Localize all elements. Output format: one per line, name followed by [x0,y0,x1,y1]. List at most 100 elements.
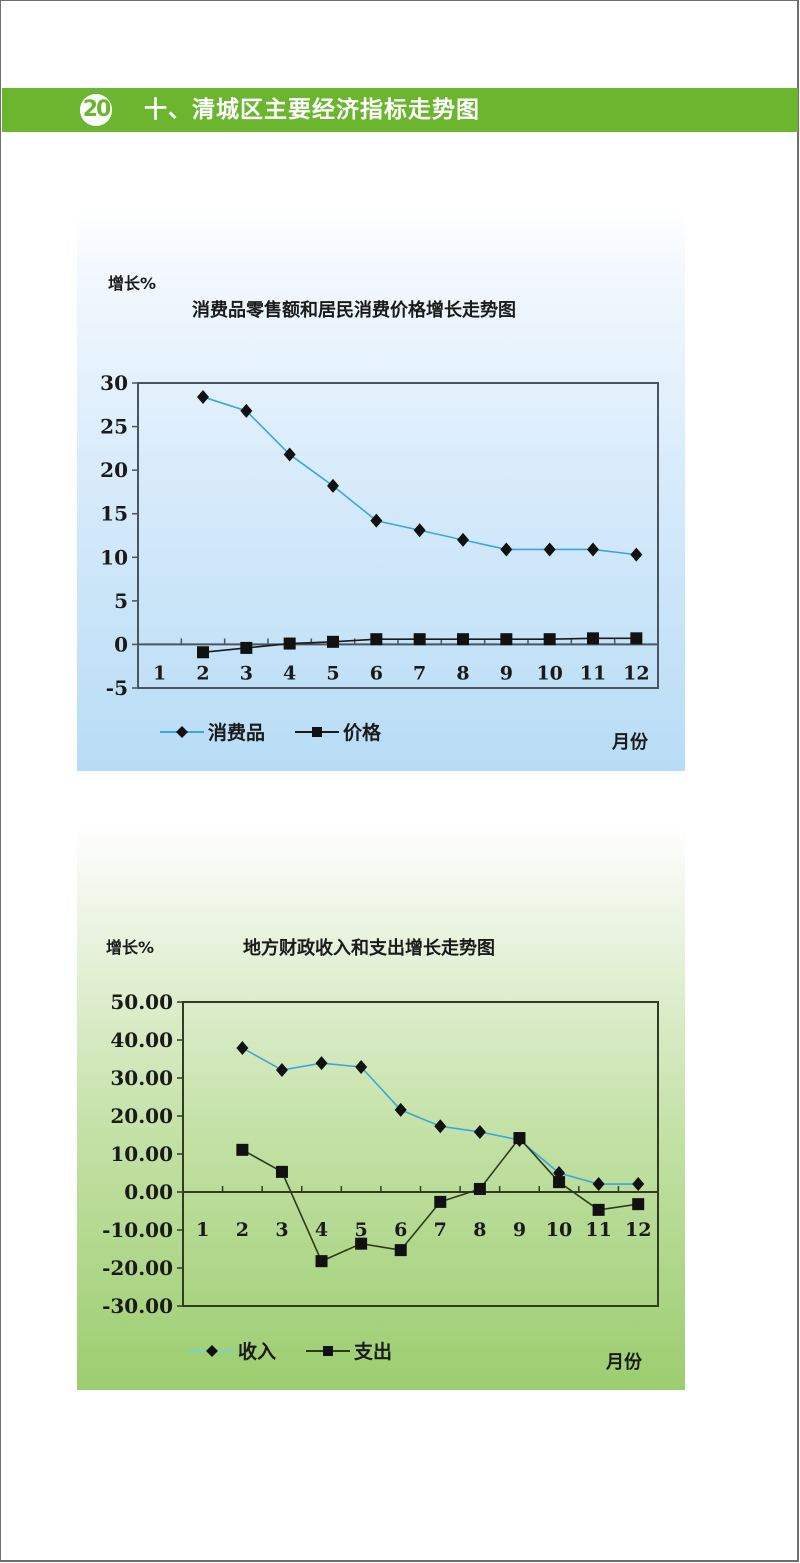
square-marker-icon [457,633,469,646]
diamond-marker-icon [413,523,426,538]
square-marker-icon [513,1132,526,1145]
x-tick-label: 6 [370,662,383,684]
y-tick-label: 15 [100,502,128,526]
x-tick-label: 7 [434,1219,447,1241]
diamond-marker-icon [355,1059,368,1074]
y-tick-label: 5 [114,589,128,613]
square-marker-icon [327,635,339,648]
x-tick-label: 8 [456,662,469,684]
square-marker-icon [500,633,513,646]
y-tick-label: 25 [100,415,128,439]
diamond-marker-icon [197,389,209,404]
x-tick-label: 12 [623,662,649,684]
x-tick-label: 2 [236,1219,249,1241]
square-marker-icon [632,1198,645,1211]
square-marker-icon [240,641,253,654]
diamond-marker-icon [587,542,599,557]
series-line [241,1047,639,1185]
chart1-legend: 消费品 价格 [160,718,381,745]
diamond-marker-icon [500,542,513,557]
plot-area-frame [182,1001,659,1307]
diamond-marker-icon [236,1040,249,1055]
square-marker-icon [413,633,426,646]
chart2-legend: 收入 支出 [190,1337,392,1364]
chart1-title: 消费品零售额和居民消费价格增长走势图 [192,300,516,321]
x-tick-label: 11 [585,1219,611,1241]
x-tick-label: 5 [326,662,339,684]
y-tick-label: -30.00 [102,1294,173,1318]
y-tick-label: -20.00 [102,1256,173,1280]
x-tick-label: 6 [394,1219,407,1241]
diamond-marker-icon [327,478,339,493]
y-tick-label: -10.00 [102,1218,173,1242]
x-tick-label: 1 [153,662,166,684]
square-marker-icon [315,1255,328,1268]
x-tick-label: 4 [283,662,296,684]
chart2-legend-label-income: 收入 [238,1341,277,1363]
diamond-marker-icon [190,1344,234,1357]
square-marker-icon [355,1237,368,1250]
x-tick-label: 5 [355,1219,368,1241]
x-tick-label: 11 [580,662,606,684]
x-tick-label: 7 [413,662,426,684]
y-tick-label: 10.00 [110,1142,173,1166]
x-tick-label: 12 [625,1219,651,1241]
square-marker-icon [592,1203,605,1216]
section-title: 十、清城区主要经济指标走势图 [144,97,480,123]
square-marker-icon [473,1182,486,1195]
diamond-marker-icon [457,532,469,547]
square-marker-icon [553,1176,566,1189]
chart1-legend-label-price: 价格 [343,722,382,744]
chart2-legend-item-income: 收入 [190,1337,276,1364]
diamond-marker-icon [434,1119,447,1134]
diamond-marker-icon [315,1056,328,1071]
chart2-y-axis-label: 增长% [106,938,155,957]
chart2-x-axis-label: 月份 [606,1352,642,1373]
x-tick-label: 3 [240,662,253,684]
y-tick-label: 30.00 [110,1066,173,1090]
y-tick-label: -5 [106,676,128,700]
square-marker-icon [543,633,556,646]
square-marker-icon [306,1345,351,1356]
square-marker-icon [197,646,209,659]
x-tick-label: 2 [196,662,209,684]
diamond-marker-icon [394,1102,407,1117]
x-tick-label: 3 [275,1219,288,1241]
y-tick-label: 0 [114,632,128,656]
section-header-bar: 20 十、清城区主要经济指标走势图 [2,88,798,132]
square-marker-icon [630,632,643,645]
diamond-marker-icon [632,1177,645,1192]
x-tick-label: 8 [473,1219,486,1241]
chart2-legend-item-expenditure: 支出 [306,1337,392,1364]
chart2-title: 地方财政收入和支出增长走势图 [243,938,495,959]
x-tick-label: 9 [513,1219,526,1241]
chart2-legend-label-expenditure: 支出 [354,1341,393,1363]
y-tick-label: 30 [100,371,128,395]
x-tick-label: 9 [500,662,513,684]
chart1-y-axis-label: 增长% [108,274,157,293]
chart1-legend-item-price: 价格 [295,718,381,745]
square-marker-icon [370,633,383,646]
square-marker-icon [587,632,599,645]
square-marker-icon [295,726,340,737]
diamond-marker-icon [543,542,556,557]
x-tick-label: 10 [546,1219,572,1241]
x-tick-label: 10 [536,662,562,684]
y-tick-label: 20 [100,458,128,482]
diamond-marker-icon [630,547,643,562]
chart1-legend-label-retail: 消费品 [208,722,266,744]
diamond-marker-icon [283,447,296,462]
diamond-marker-icon [275,1063,288,1078]
plot-area-frame [137,382,659,689]
y-tick-label: 0.00 [124,1180,173,1204]
chart1-x-axis-label: 月份 [612,732,648,753]
y-tick-label: 20.00 [110,1104,173,1128]
diamond-marker-icon [592,1177,605,1192]
x-tick-label: 4 [315,1219,328,1241]
square-marker-icon [275,1165,288,1178]
diamond-marker-icon [370,513,383,528]
diamond-marker-icon [473,1124,486,1139]
square-marker-icon [394,1244,407,1257]
